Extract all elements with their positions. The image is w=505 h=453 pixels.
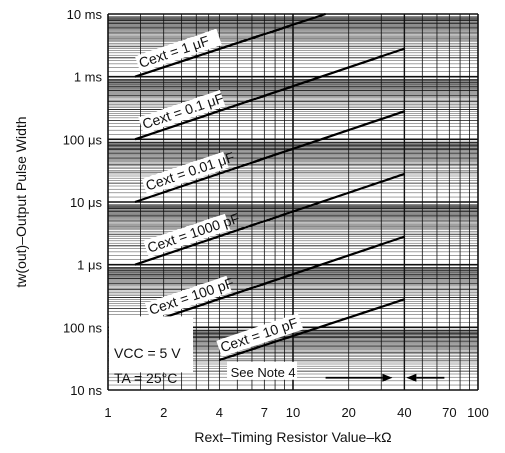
y-tick-label: 10 μs [70, 195, 103, 210]
y-tick-label: 1 μs [77, 258, 102, 273]
y-tick-label: 10 ns [70, 383, 102, 398]
y-tick-label: 10 ms [67, 7, 103, 22]
x-tick-label: 100 [467, 405, 489, 420]
series-label: Cext = 0.1 μF [140, 90, 225, 132]
note-arrow-right-head [406, 373, 417, 382]
series-line [134, 12, 326, 78]
x-tick-label: 70 [442, 405, 456, 420]
series-line [219, 298, 405, 362]
x-axis-label: Rext–Timing Resistor Value–kΩ [194, 429, 391, 445]
y-tick-label: 100 μs [63, 132, 103, 147]
x-tick-label: 40 [397, 405, 411, 420]
series-line [134, 47, 405, 141]
y-tick-label: 1 ms [74, 70, 103, 85]
x-tick-label: 7 [261, 405, 268, 420]
curve-label-bg [216, 313, 304, 357]
note-arrow-left-head [382, 373, 393, 382]
curve-label-bg [138, 90, 226, 134]
note-bg [227, 361, 298, 380]
curve-label-bg [141, 151, 229, 196]
chart-extras: VCC = 5 V TA = 25°C See Note 4 [109, 316, 445, 386]
conditions-bg [109, 316, 193, 373]
series-line [134, 110, 405, 204]
curve-label-bg [144, 275, 232, 320]
x-tick-label: 1 [104, 405, 111, 420]
x-tick-label: 2 [160, 405, 167, 420]
note-text: See Note 4 [231, 365, 296, 380]
curve-label-bg [134, 28, 222, 73]
curve-label-bg [143, 213, 231, 258]
series-line [134, 172, 405, 266]
series-line [134, 235, 405, 329]
x-tick-label: 4 [216, 405, 223, 420]
chart-grid [107, 13, 479, 391]
ta-condition: TA = 25°C [114, 370, 177, 386]
chart-curves [134, 12, 405, 362]
y-tick-label: 100 ns [63, 320, 103, 335]
y-axis-label: tw(out)–Output Pulse Width [13, 116, 29, 287]
vcc-condition: VCC = 5 V [114, 345, 181, 361]
series-label: Cext = 0.01 μF [144, 149, 237, 194]
x-tick-label: 20 [341, 405, 355, 420]
x-tick-label: 10 [286, 405, 300, 420]
